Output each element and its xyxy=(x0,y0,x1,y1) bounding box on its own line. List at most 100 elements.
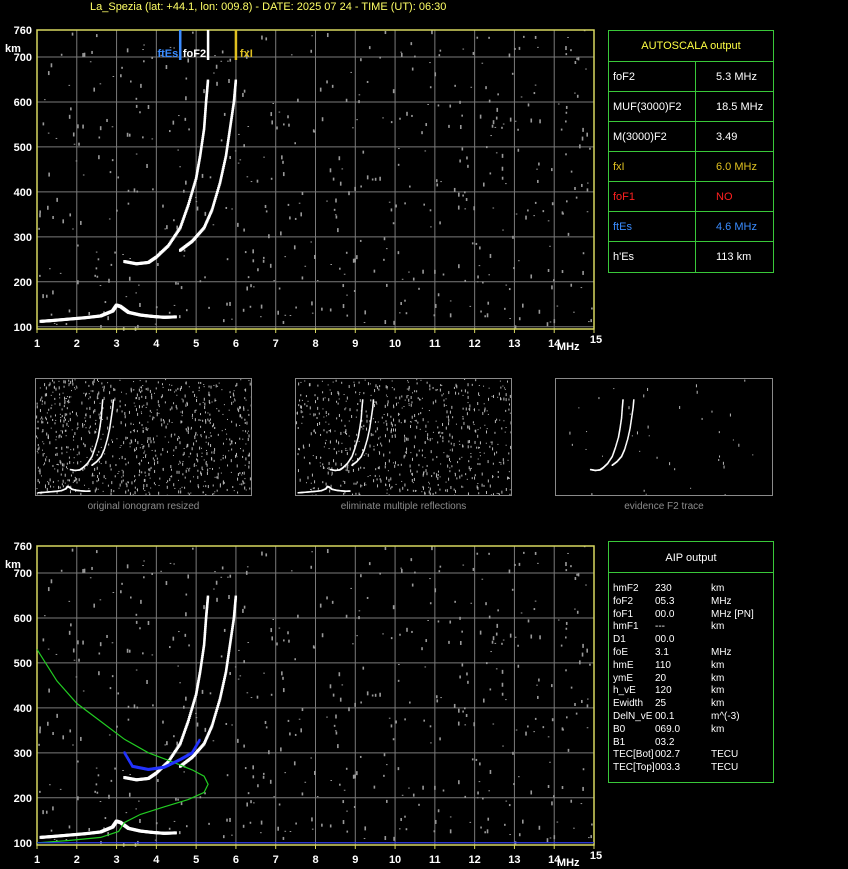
thumbnail-noise xyxy=(414,414,416,418)
thumbnail-noise xyxy=(485,490,487,494)
thumbnail-noise xyxy=(503,461,505,465)
f2-ordinary-trace xyxy=(186,719,190,723)
noise-dot xyxy=(265,37,268,41)
thumbnail-noise xyxy=(361,485,363,487)
thumbnail-noise xyxy=(62,479,64,483)
thumbnail-noise xyxy=(203,386,205,388)
f2-extraordinary-trace xyxy=(226,660,229,664)
thumbnail-noise xyxy=(379,478,381,481)
noise-dot xyxy=(461,114,463,117)
thumbnail-trace xyxy=(104,444,107,447)
thumbnail-noise xyxy=(153,482,155,485)
thumbnail-noise xyxy=(301,399,303,401)
thumbnail-noise xyxy=(166,482,168,484)
f2-ordinary-trace xyxy=(191,188,194,192)
thumbnail-noise xyxy=(411,472,413,476)
thumbnail-noise xyxy=(51,379,53,382)
noise-dot xyxy=(509,633,512,638)
aip-u: m^(-3) xyxy=(711,711,740,722)
noise-dot xyxy=(448,640,450,644)
thumbnail-trace xyxy=(101,401,104,403)
thumbnail-noise xyxy=(72,481,74,483)
noise-dot xyxy=(388,717,391,719)
noise-dot xyxy=(229,58,232,62)
thumbnail-noise xyxy=(216,489,218,492)
thumbnail-trace xyxy=(629,425,632,427)
f2-ordinary-trace xyxy=(181,734,185,738)
thumbnail-noise xyxy=(208,419,210,422)
noise-dot xyxy=(384,836,387,841)
thumbnail-trace xyxy=(86,462,89,465)
noise-dot xyxy=(250,284,252,288)
noise-dot xyxy=(520,96,523,98)
thumbnail-noise xyxy=(439,488,441,491)
thumbnail-noise xyxy=(188,468,190,472)
thumbnail-noise xyxy=(367,453,369,457)
noise-dot xyxy=(151,138,154,140)
noise-dot xyxy=(539,119,541,124)
noise-dot xyxy=(397,767,400,771)
noise-dot xyxy=(577,57,580,61)
thumbnail-trace xyxy=(315,490,318,492)
thumbnail-trace xyxy=(361,453,364,455)
thumbnail-noise xyxy=(147,387,149,391)
thumbnail-noise xyxy=(40,475,42,477)
thumbnail-noise xyxy=(328,413,330,416)
fitted-trace xyxy=(150,767,153,771)
thumbnail-trace xyxy=(627,435,630,438)
noise-dot xyxy=(501,642,503,645)
f2-ordinary-trace xyxy=(202,129,206,133)
thumbnail-noise xyxy=(88,398,90,400)
thumbnail-noise xyxy=(718,431,720,434)
thumbnail-trace xyxy=(620,422,622,425)
thumbnail-noise xyxy=(230,471,232,473)
noise-dot xyxy=(473,722,476,727)
thumbnail-trace xyxy=(353,450,355,452)
autoscala-value: 3.49 xyxy=(716,131,738,143)
noise-dot xyxy=(488,790,490,792)
noise-dot xyxy=(72,744,74,746)
thumbnail-noise xyxy=(442,436,444,440)
thumbnail-noise xyxy=(141,395,143,398)
fitted-trace xyxy=(161,766,164,770)
noise-dot xyxy=(135,669,138,671)
noise-dot xyxy=(356,119,358,121)
noise-dot xyxy=(77,124,79,129)
f2-ordinary-trace xyxy=(203,121,206,125)
noise-dot xyxy=(88,827,91,831)
thumbnail-noise xyxy=(112,455,114,458)
thumbnail-trace xyxy=(372,400,375,402)
f2-ordinary-trace xyxy=(193,696,197,700)
thumbnail-noise xyxy=(72,471,74,474)
noise-dot xyxy=(42,810,44,815)
noise-dot xyxy=(383,237,386,241)
thumbnail-noise xyxy=(203,397,205,401)
thumbnail-noise xyxy=(126,436,128,439)
thumbnail-noise xyxy=(110,488,112,492)
noise-dot xyxy=(243,605,246,609)
thumbnail-trace xyxy=(55,490,57,493)
noise-dot xyxy=(273,280,275,282)
thumbnail-noise xyxy=(102,482,104,484)
thumbnail-noise xyxy=(458,392,460,395)
noise-dot xyxy=(534,551,537,555)
thumbnail-trace xyxy=(360,416,363,418)
thumbnail-noise xyxy=(711,410,713,413)
thumbnail-noise xyxy=(104,453,106,455)
thumbnail-trace xyxy=(359,422,362,425)
thumbnail-trace xyxy=(372,406,374,409)
autoscala-row: foF2 5.3 MHz xyxy=(609,61,773,92)
f2-extraordinary-trace xyxy=(227,649,231,653)
noise-dot xyxy=(257,784,259,788)
thumbnail-noise xyxy=(148,443,150,447)
thumbnail-noise xyxy=(93,475,95,477)
thumbnail-noise xyxy=(194,435,196,437)
thumbnail-noise xyxy=(61,483,63,486)
noise-dot xyxy=(453,703,456,708)
f2-extraordinary-trace xyxy=(229,119,233,123)
f2-ordinary-trace xyxy=(195,173,198,177)
thumbnail-noise xyxy=(97,379,99,382)
thumbnail-noise xyxy=(476,446,478,449)
thumbnail-noise xyxy=(428,410,430,412)
thumbnail-trace xyxy=(43,491,46,494)
